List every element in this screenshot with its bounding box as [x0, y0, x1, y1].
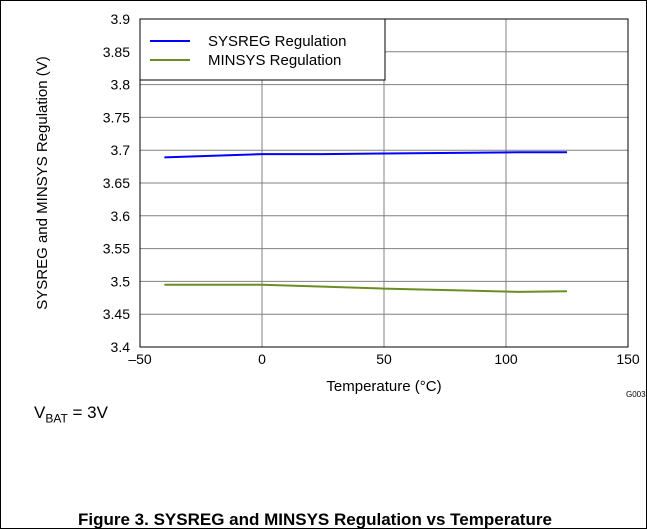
y-tick-label: 3.7 [111, 142, 131, 158]
legend-label-minsys: MINSYS Regulation [208, 52, 341, 69]
y-tick-label: 3.55 [103, 241, 130, 257]
condition-note: VBAT = 3V [34, 403, 108, 425]
y-tick-label: 3.9 [111, 11, 131, 27]
condition-prefix: V [34, 403, 46, 422]
legend-box [139, 18, 386, 81]
x-tick-label: 50 [376, 351, 392, 367]
figure-code: G003 [626, 390, 646, 399]
x-tick-label: 100 [494, 351, 518, 367]
condition-suffix: = 3V [67, 403, 108, 422]
legend-label-sysreg: SYSREG Regulation [208, 33, 346, 50]
y-axis-title: SYSREG and MINSYS Regulation (V) [34, 56, 51, 309]
condition-subscript: BAT [45, 411, 68, 426]
y-tick-label: 3.5 [111, 273, 131, 289]
y-tick-label: 3.75 [103, 109, 130, 125]
x-tick-label: –50 [128, 351, 152, 367]
x-axis-title: Temperature (°C) [326, 378, 441, 395]
y-tick-label: 3.6 [111, 208, 131, 224]
y-tick-label: 3.8 [111, 77, 131, 93]
figure-caption: Figure 3. SYSREG and MINSYS Regulation v… [78, 510, 552, 529]
x-tick-label: 0 [258, 351, 266, 367]
y-tick-label: 3.85 [103, 44, 130, 60]
x-tick-label: 150 [616, 351, 640, 367]
y-tick-label: 3.65 [103, 175, 130, 191]
legend: SYSREG Regulation MINSYS Regulation [139, 18, 386, 81]
series-line-minsys [164, 283, 568, 293]
series-line-sysreg [164, 151, 567, 159]
y-tick-label: 3.4 [111, 339, 131, 355]
y-tick-label: 3.45 [103, 306, 130, 322]
regulation-chart: –50 0 50 100 150 3.4 3.45 3.5 3.55 3.6 3.65 3.7 3.75… [34, 11, 646, 399]
